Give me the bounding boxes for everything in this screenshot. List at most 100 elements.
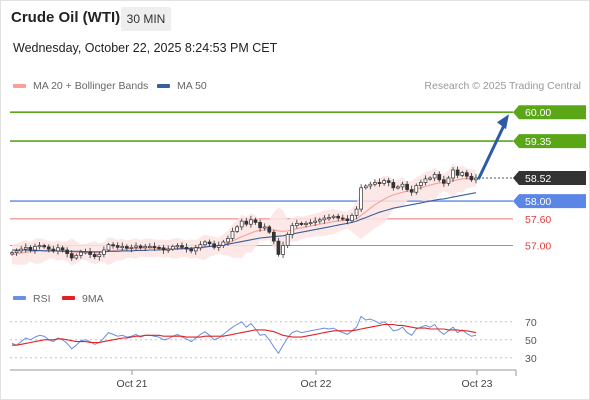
candle-body [290, 225, 295, 235]
candle-body [46, 246, 51, 250]
candle-body [294, 222, 299, 226]
candle-body [83, 251, 88, 254]
x-tick-label: Oct 23 [462, 378, 493, 390]
candle-body [138, 245, 143, 249]
rsi-tick-50: 50 [525, 335, 537, 347]
candle-body [267, 226, 272, 233]
candle-body [359, 187, 363, 210]
candle-body [88, 251, 92, 255]
datetime-label: Wednesday, October 22, 2025 8:24:53 PM C… [13, 41, 278, 55]
candle-body [203, 241, 207, 246]
level-label-60.00: 60.00 [525, 107, 551, 119]
x-tick-label: Oct 21 [117, 378, 148, 390]
candle-body [428, 177, 432, 180]
candle-body [129, 246, 134, 249]
bollinger-band-layer [12, 163, 476, 266]
candle-body [423, 178, 428, 183]
timeframe-badge[interactable]: 30 MIN [121, 7, 171, 31]
candle-body [331, 215, 336, 218]
level-badges-layer: 60.00 59.35 58.52 58.00 57.60 57.00 [513, 105, 586, 253]
candle-body [419, 182, 423, 186]
candle-body [37, 245, 42, 248]
candle-body [175, 245, 180, 248]
rsi-ma-legend-label: 9MA [82, 293, 104, 305]
candle-body [437, 174, 442, 181]
candle-body [42, 245, 47, 248]
candle-body [216, 245, 221, 248]
rsi-ma-line [12, 323, 477, 346]
candle-body [28, 246, 33, 251]
candle-body [79, 251, 83, 256]
candle-body [189, 248, 194, 252]
credit-label: Research © 2025 Trading Central [424, 80, 581, 92]
x-axis: Oct 21 Oct 22 Oct 23 [10, 369, 517, 390]
candle-body [147, 246, 152, 248]
legend-ma50: MA 50 [157, 80, 207, 92]
candle-body [193, 247, 198, 252]
candle-body [299, 222, 304, 225]
candles-layer [10, 166, 478, 261]
candle-body [74, 254, 79, 259]
candle-body [14, 250, 19, 254]
legend-ma20: MA 20 + Bollinger Bands [13, 80, 148, 92]
level-label-58.52: 58.52 [525, 173, 551, 185]
candle-body [51, 248, 56, 252]
candle-body [451, 169, 455, 179]
candle-body [405, 183, 409, 190]
candle-body [327, 217, 331, 220]
candle-body [92, 254, 97, 258]
instrument-title: Crude Oil (WTI) [11, 9, 121, 26]
level-label-58.00: 58.00 [525, 196, 551, 208]
candle-body [396, 186, 400, 189]
rsi-line [11, 315, 477, 355]
target-arrow-head [497, 114, 509, 130]
candle-body [304, 222, 308, 225]
candle-body [460, 172, 465, 176]
level-label-57.00: 57.00 [525, 241, 551, 253]
level-badge-59.35 [513, 134, 586, 149]
target-arrow-shaft [477, 121, 507, 180]
candle-body [377, 182, 382, 184]
candle-body [285, 234, 290, 246]
target-arrow-layer [477, 114, 509, 180]
candle-body [134, 245, 138, 248]
bollinger-band [12, 163, 476, 266]
candle-body [69, 253, 74, 259]
candle-body [262, 226, 267, 229]
candle-body [157, 246, 161, 249]
ma20-legend-swatch [13, 84, 26, 88]
rsi-ma-legend-swatch [62, 296, 75, 300]
candle-body [212, 243, 216, 248]
candle-body [102, 249, 106, 255]
candle-body [161, 247, 166, 251]
candle-body [354, 208, 359, 216]
candle-body [239, 220, 244, 228]
candle-body [281, 245, 285, 255]
candle-body [258, 222, 262, 229]
candle-body [56, 247, 60, 252]
candle-body [249, 219, 253, 225]
ma20-legend-label: MA 20 + Bollinger Bands [33, 80, 149, 92]
rsi-legend-label: RSI [33, 293, 51, 305]
candle-body [276, 240, 281, 255]
candle-body [414, 185, 419, 193]
level-badge-58.00 [513, 194, 586, 209]
candle-body [106, 244, 111, 251]
candle-body [184, 246, 189, 250]
candle-body [120, 246, 125, 248]
candle-body [432, 174, 437, 179]
candle-body [111, 244, 115, 247]
candle-body [125, 246, 129, 249]
candle-body [313, 220, 318, 223]
candle-body [409, 189, 414, 193]
candle-body [33, 246, 37, 251]
candle-body [469, 175, 474, 181]
rsi-legend-swatch [13, 296, 26, 300]
candle-body [97, 254, 102, 258]
candle-body [446, 177, 451, 184]
candle-body [441, 179, 446, 184]
candle-body [226, 238, 230, 243]
candle-body [386, 180, 391, 183]
candle-body [464, 172, 469, 177]
